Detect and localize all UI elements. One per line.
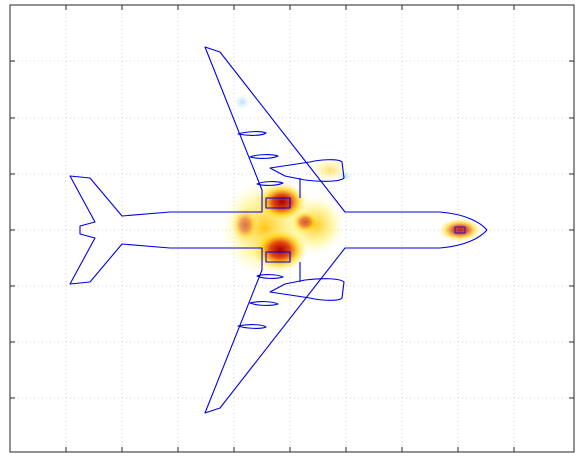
heatmap — [220, 94, 482, 278]
flap-track — [237, 251, 291, 329]
airplane-outline — [69, 46, 488, 231]
engine — [269, 159, 345, 198]
engine — [269, 262, 345, 301]
heat-blob — [256, 182, 308, 222]
heat-blob — [231, 207, 259, 243]
cockpit — [454, 226, 466, 234]
heat-blob — [337, 170, 353, 182]
heat-blob — [438, 218, 482, 242]
axes-box — [9, 4, 575, 453]
grid — [10, 5, 574, 452]
airplane-lower-half — [69, 229, 488, 414]
airplane-upper-half — [69, 46, 488, 231]
heat-blob — [291, 210, 319, 234]
heat-blob — [234, 94, 250, 110]
airplane-outline — [69, 229, 488, 414]
axes — [9, 4, 575, 453]
airplane — [69, 46, 488, 414]
tick-marks — [10, 5, 574, 452]
flap-track — [237, 131, 291, 209]
